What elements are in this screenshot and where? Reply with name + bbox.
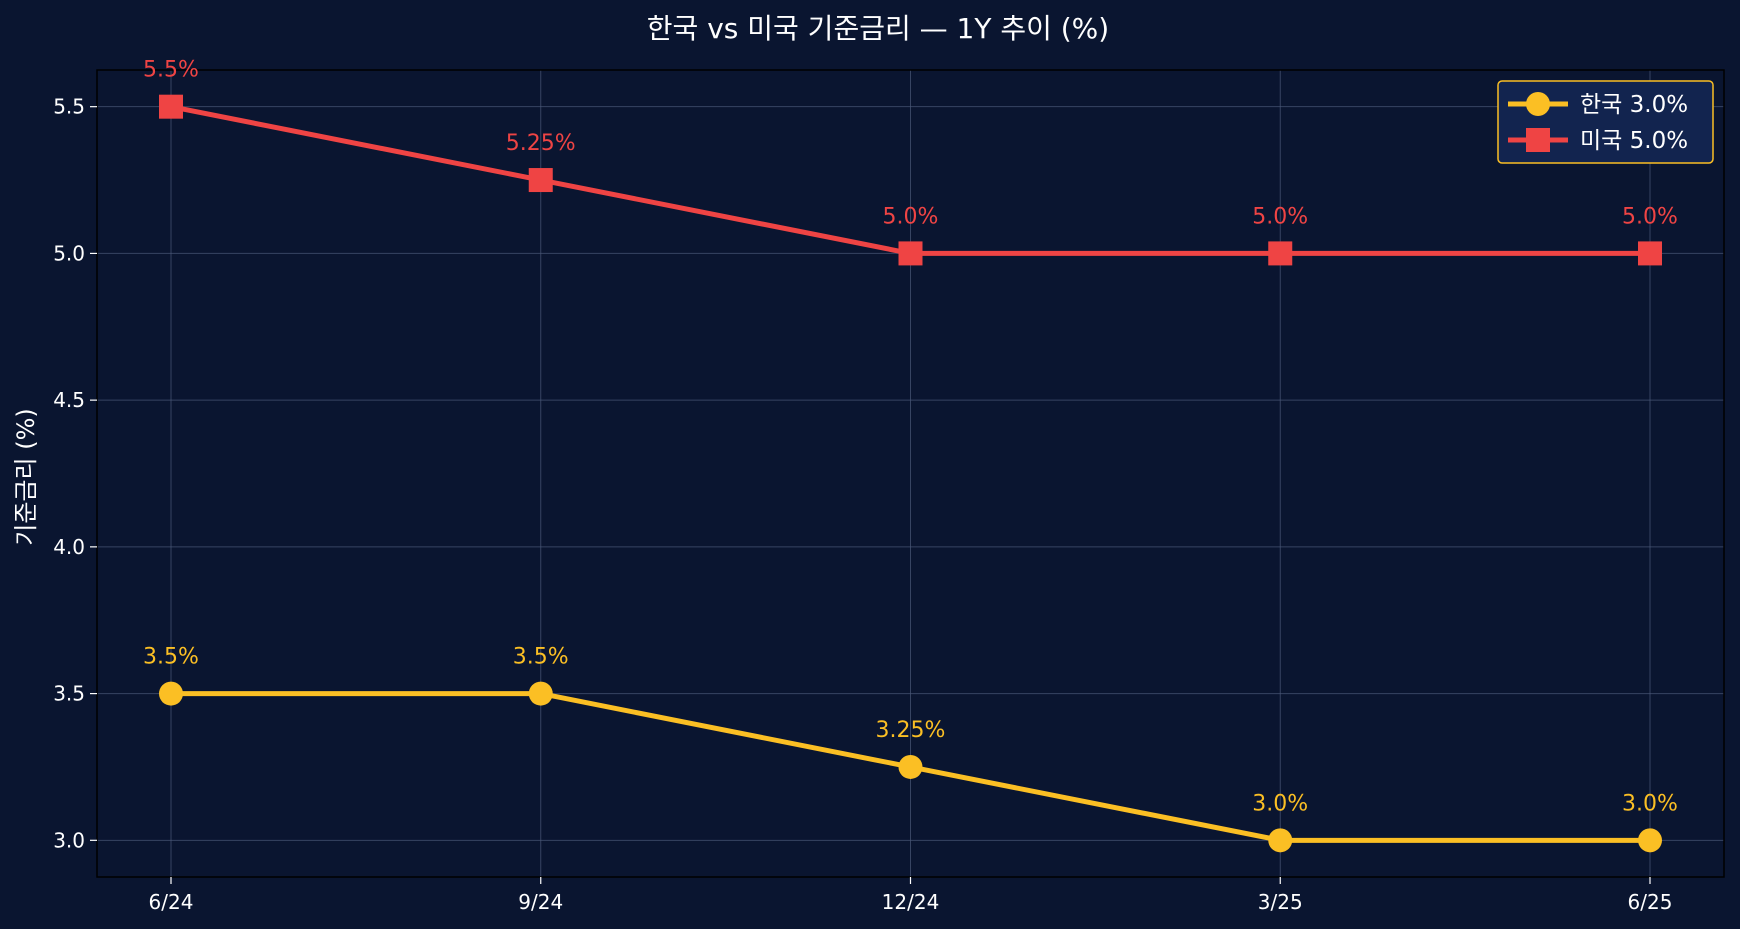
x-tick-label: 6/24 (149, 890, 194, 914)
data-point-usa (1268, 241, 1293, 266)
data-point-korea (528, 681, 553, 706)
legend-marker-usa (1526, 128, 1550, 152)
y-tick-label: 5.5 (53, 95, 85, 119)
y-tick-label: 3.5 (53, 682, 85, 706)
legend-label-korea: 한국 3.0% (1580, 92, 1688, 118)
x-tick-label: 6/25 (1628, 890, 1673, 914)
data-point-korea (159, 681, 183, 706)
data-label-korea: 3.5% (143, 645, 199, 670)
data-point-usa (1638, 241, 1662, 266)
data-label-usa: 5.0% (1622, 204, 1678, 229)
y-tick-label: 4.5 (53, 388, 85, 412)
data-label-korea: 3.5% (513, 645, 569, 670)
series-lines: 3.5% 3.5% 3.25% 3.0% 3.0% 5.5% 5.25% 5.0% 5.0% 5.… (143, 58, 1678, 853)
chart-title: 한국 vs 미국 기준금리 — 1Y 추이 (%) (647, 12, 1109, 45)
y-tick-label: 3.0 (53, 828, 85, 852)
data-label-korea: 3.25% (876, 718, 946, 743)
data-point-usa (159, 94, 183, 119)
y-axis-label: 기준금리 (%) (12, 408, 40, 545)
data-point-usa (528, 168, 553, 193)
legend: 한국 3.0% 미국 5.0% (1497, 80, 1714, 164)
data-label-korea: 3.0% (1252, 791, 1308, 816)
x-axis-ticks: 6/24 9/24 12/24 3/25 6/25 (149, 877, 1673, 914)
x-tick-label: 9/24 (518, 890, 563, 914)
data-label-usa: 5.25% (506, 131, 576, 156)
data-label-korea: 3.0% (1622, 791, 1678, 816)
legend-label-usa: 미국 5.0% (1580, 128, 1688, 154)
data-point-korea (1268, 828, 1293, 853)
x-tick-label: 3/25 (1258, 890, 1303, 914)
data-point-korea (898, 754, 923, 779)
data-point-korea (1638, 828, 1662, 853)
y-axis-ticks: 3.0 3.5 4.0 4.5 5.0 5.5 (53, 95, 97, 852)
legend-marker-korea (1526, 92, 1550, 116)
data-point-usa (898, 241, 923, 266)
y-tick-label: 4.0 (53, 535, 85, 559)
x-tick-label: 12/24 (882, 890, 940, 914)
y-tick-label: 5.0 (53, 241, 85, 265)
data-label-usa: 5.0% (1252, 204, 1308, 229)
data-label-usa: 5.0% (883, 204, 939, 229)
data-label-usa: 5.5% (143, 58, 199, 83)
